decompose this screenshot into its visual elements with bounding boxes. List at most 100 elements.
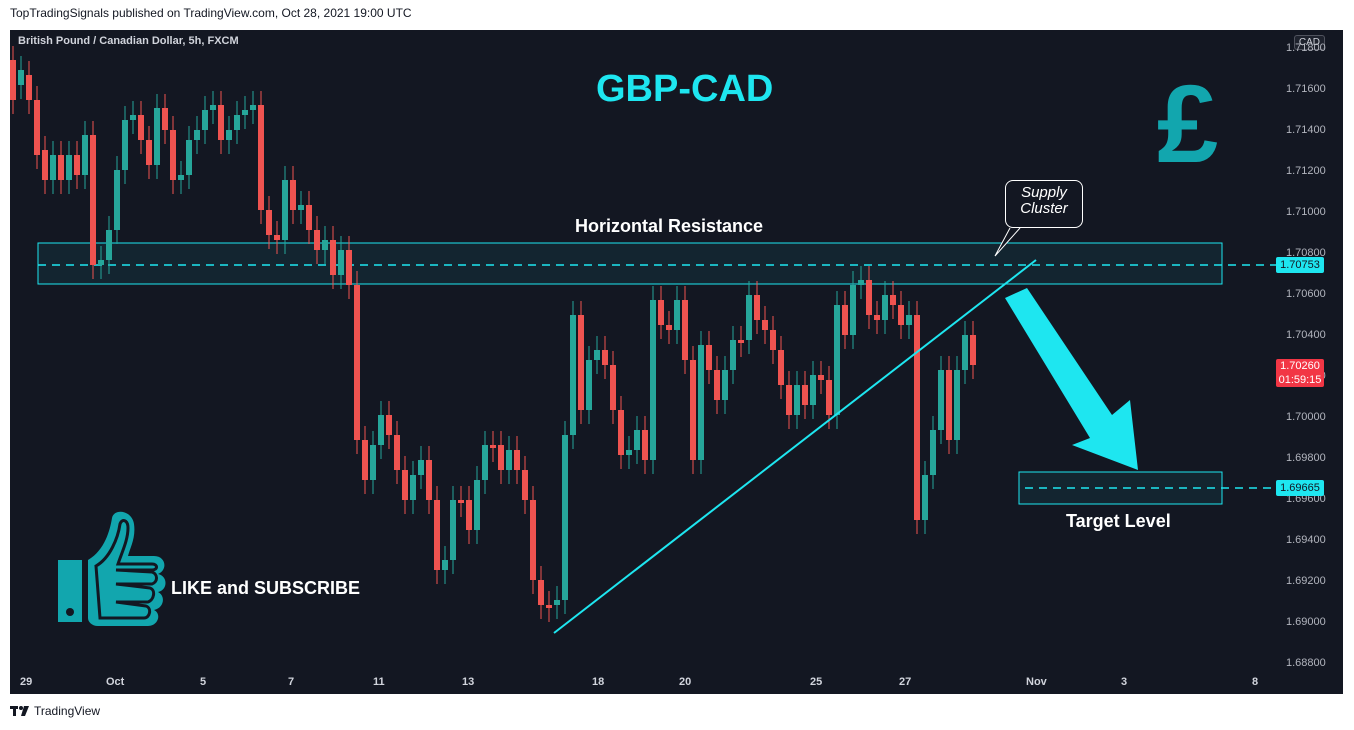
- resistance-label: Horizontal Resistance: [575, 216, 764, 236]
- candle-body: [594, 350, 600, 360]
- candle-body: [170, 130, 176, 180]
- cta-label: LIKE and SUBSCRIBE: [171, 578, 361, 598]
- candle-body: [698, 345, 704, 460]
- candle-body: [602, 350, 608, 365]
- currency-badge[interactable]: CAD: [1293, 35, 1325, 50]
- candle-body: [114, 170, 120, 230]
- chart-area[interactable]: £ British Pound / Canadian Dollar, 5h, F…: [10, 30, 1343, 694]
- candle-body: [250, 105, 256, 110]
- price-tick-label: 1.69400: [1286, 534, 1326, 546]
- candle-body: [850, 285, 856, 335]
- candle-body: [274, 235, 280, 240]
- candle-body: [82, 135, 88, 175]
- date-tick-label: 11: [373, 676, 385, 688]
- supply-line-2: Cluster: [1020, 200, 1068, 217]
- candle-body: [722, 370, 728, 400]
- candle-body: [666, 325, 672, 330]
- candle-body: [506, 450, 512, 470]
- date-tick-label: 18: [592, 676, 605, 688]
- candle-body: [258, 105, 264, 210]
- candle-body: [538, 580, 544, 605]
- symbol-label: British Pound / Canadian Dollar, 5h, FXC…: [18, 35, 239, 47]
- candle-body: [482, 445, 488, 480]
- supply-callout: Supply Cluster: [1005, 180, 1083, 228]
- candle-body: [418, 460, 424, 475]
- date-tick-label: Oct: [106, 676, 125, 688]
- candle-body: [578, 315, 584, 410]
- price-tick-label: 1.69800: [1286, 452, 1326, 464]
- candle-body: [818, 375, 824, 380]
- candle-body: [458, 500, 464, 503]
- date-tick-label: 8: [1252, 676, 1259, 688]
- candle-body: [714, 370, 720, 400]
- candle-body: [234, 115, 240, 130]
- candle-body: [226, 130, 232, 140]
- supply-line-1: Supply: [1021, 184, 1067, 201]
- candle-body: [866, 280, 872, 315]
- candle-body: [194, 130, 200, 140]
- candle-body: [682, 300, 688, 360]
- candle-body: [610, 365, 616, 410]
- candle-body: [746, 295, 752, 340]
- candle-body: [90, 135, 96, 265]
- candle-body: [266, 210, 272, 235]
- candle-body: [498, 445, 504, 470]
- price-tick-label: 1.70000: [1286, 411, 1326, 423]
- price-tick-label: 1.69200: [1286, 575, 1326, 587]
- candle-body: [186, 140, 192, 175]
- resistance-price-tag: 1.70753: [1276, 257, 1324, 273]
- candle-body: [794, 385, 800, 415]
- footer[interactable]: TradingView: [10, 704, 100, 718]
- resistance-zone: [37, 242, 1223, 285]
- price-tick-label: 1.71600: [1286, 83, 1326, 95]
- candle-body: [162, 108, 168, 130]
- candle-body: [954, 370, 960, 440]
- candle-body: [810, 375, 816, 405]
- candle-body: [442, 560, 448, 570]
- candle-body: [378, 415, 384, 445]
- date-tick-label: 13: [462, 676, 475, 688]
- candle-body: [570, 315, 576, 435]
- candle-body: [738, 340, 744, 343]
- candle-body: [386, 415, 392, 435]
- bar-countdown: 01:59:15: [1278, 374, 1322, 386]
- candle-body: [650, 300, 656, 460]
- candle-body: [322, 240, 328, 250]
- price-tick-label: 1.71400: [1286, 124, 1326, 136]
- candle-body: [354, 285, 360, 440]
- candle-body: [138, 115, 144, 140]
- candle-body: [490, 445, 496, 448]
- candle-body: [210, 105, 216, 110]
- candle-body: [18, 70, 24, 85]
- price-tick-label: 1.71000: [1286, 206, 1326, 218]
- candle-body: [730, 340, 736, 370]
- candle-body: [402, 470, 408, 500]
- candle-body: [10, 60, 16, 100]
- candle-body: [130, 115, 136, 120]
- candle-body: [34, 100, 40, 155]
- candle-body: [914, 315, 920, 520]
- chart-canvas[interactable]: £: [10, 30, 1343, 694]
- candle-body: [674, 300, 680, 330]
- candle-body: [466, 500, 472, 530]
- candle-body: [26, 75, 32, 100]
- candle-body: [426, 460, 432, 500]
- candle-body: [546, 605, 552, 608]
- candle-body: [362, 440, 368, 480]
- candle-body: [410, 475, 416, 500]
- target-price-tag: 1.69665: [1276, 480, 1324, 496]
- candle-body: [586, 360, 592, 410]
- price-tick-label: 1.69000: [1286, 616, 1326, 628]
- candle-body: [906, 315, 912, 325]
- candle-body: [826, 380, 832, 415]
- candle-body: [634, 430, 640, 450]
- candle-body: [178, 175, 184, 180]
- candle-body: [930, 430, 936, 475]
- candle-body: [370, 445, 376, 480]
- down-arrow: [1005, 288, 1138, 470]
- price-tick-label: 1.69600: [1286, 493, 1326, 505]
- candle-body: [474, 480, 480, 530]
- candle-body: [962, 335, 968, 370]
- candle-body: [970, 335, 976, 365]
- candle-body: [50, 155, 56, 180]
